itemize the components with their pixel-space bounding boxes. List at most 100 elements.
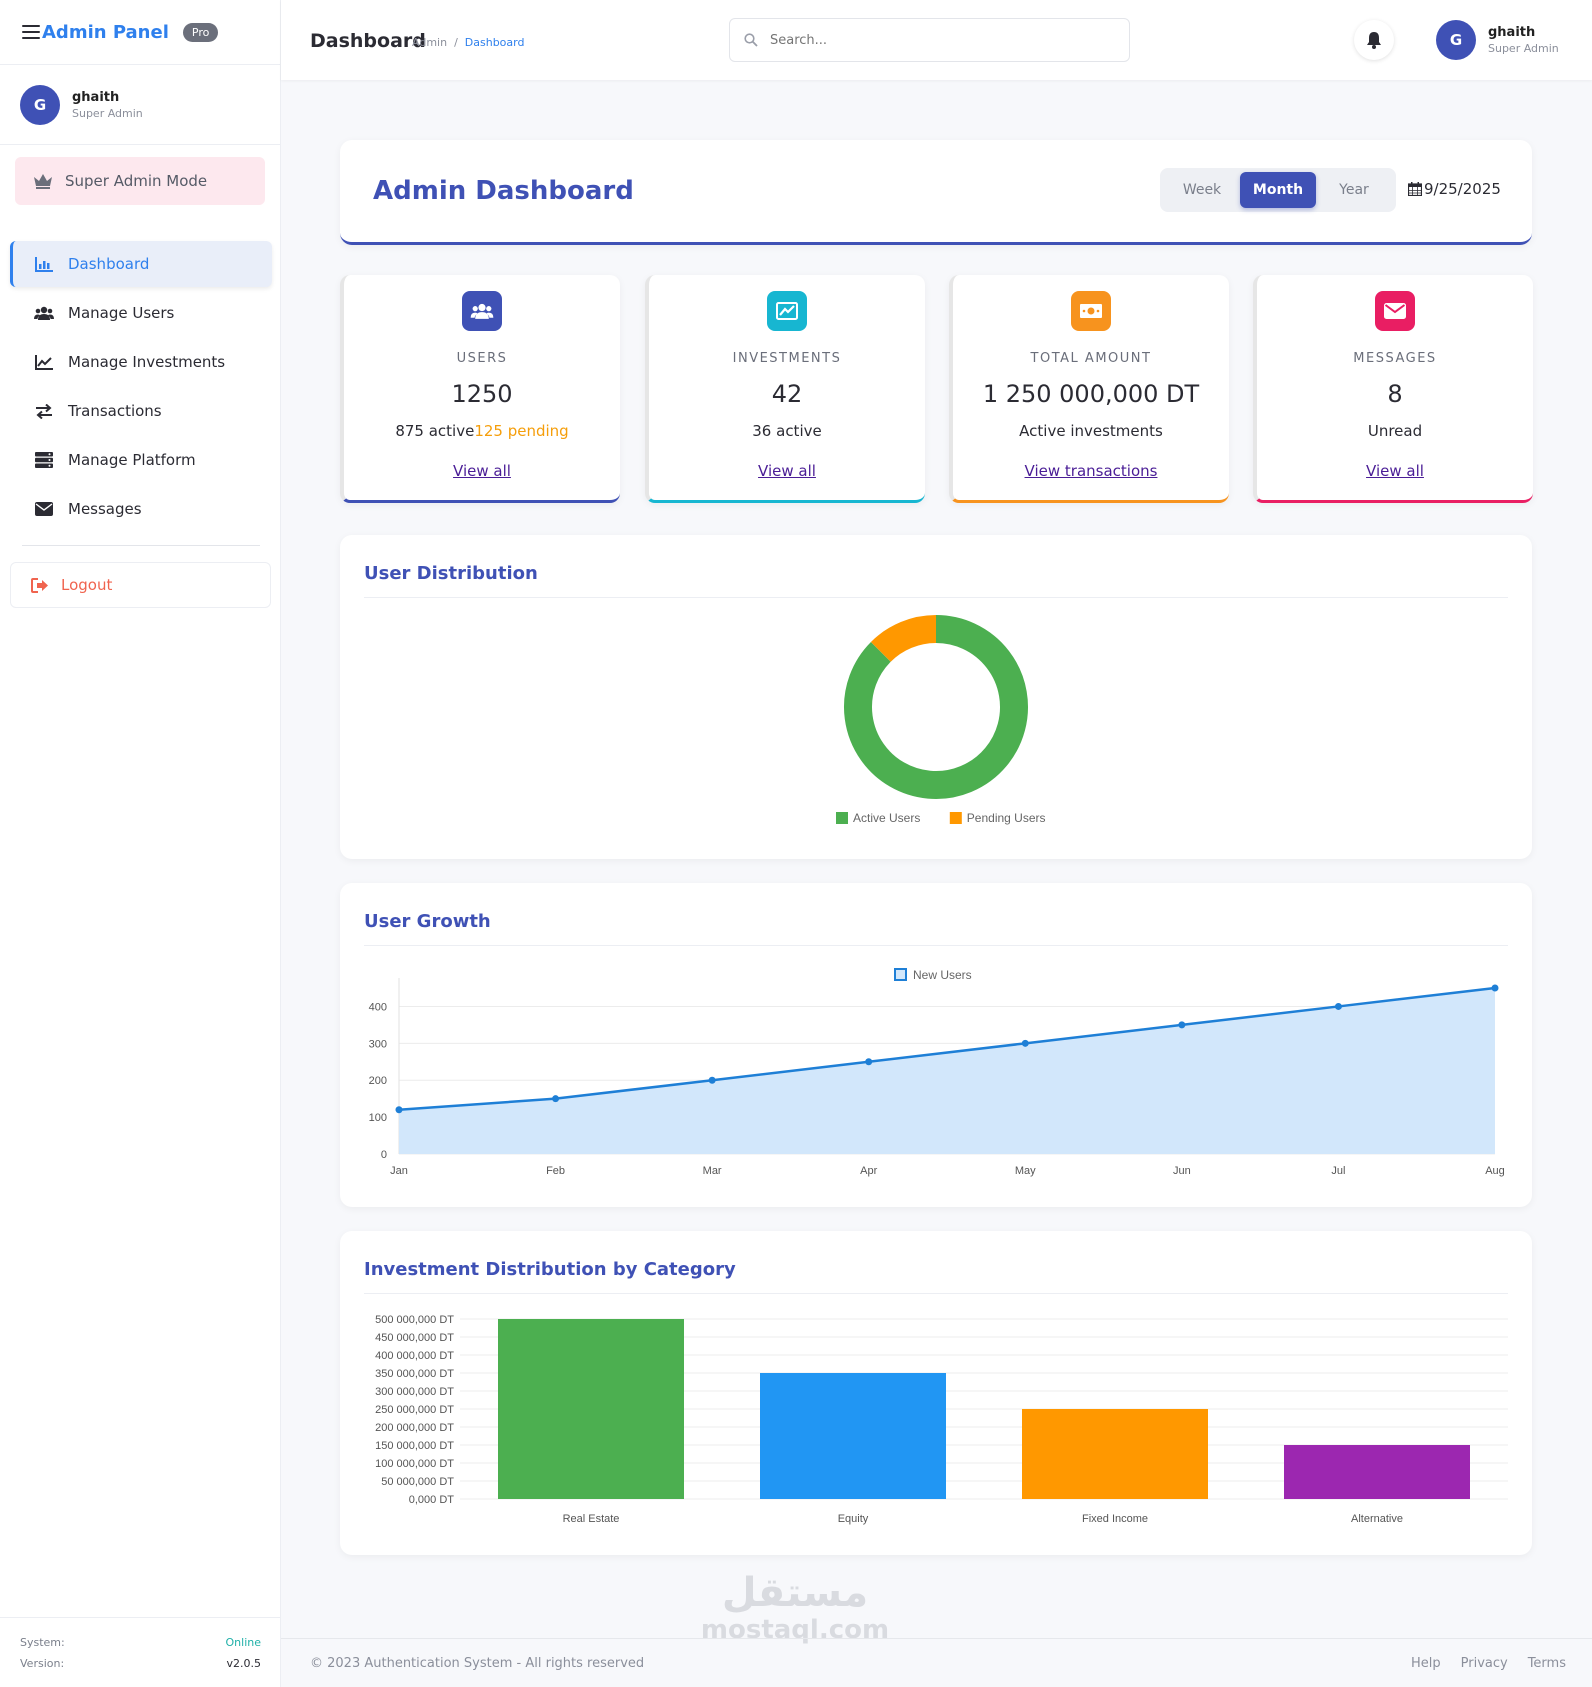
crown-icon <box>34 174 52 189</box>
sidebar-item-manage-investments[interactable]: Manage Investments <box>10 339 272 385</box>
watermark: مستقل mostaql.com <box>700 1570 890 1644</box>
user-distribution-chart: Active Users Pending Users <box>836 615 1046 825</box>
period-year-button[interactable]: Year <box>1339 182 1369 198</box>
bar <box>498 1319 684 1499</box>
pending-count: 125 pending <box>474 422 569 440</box>
header-user[interactable]: G ghaith Super Admin <box>1436 20 1559 60</box>
sidebar-item-manage-users[interactable]: Manage Users <box>10 290 272 336</box>
x-tick-label: Feb <box>546 1165 565 1177</box>
investment-distribution-chart: 0,000 DT 50 000,000 DT 100 000,000 DT 150 0… <box>375 1314 1508 1525</box>
legend-swatch <box>894 968 907 981</box>
series-line <box>398 986 1496 1111</box>
copyright: © 2023 Authentication System - All right… <box>310 1655 645 1671</box>
user-name: ghaith <box>1488 25 1536 40</box>
stat-card-total-amount: TOTAL AMOUNT 1 250 000,000 DT Active inv… <box>949 275 1229 503</box>
money-bill-icon <box>1071 291 1111 331</box>
sidebar-item-manage-platform[interactable]: Manage Platform <box>10 437 272 483</box>
sidebar: Admin Panel Pro G ghaith Super Admin Sup… <box>0 0 281 1687</box>
brand-bar: Admin Panel Pro <box>0 0 280 65</box>
panel-title: Investment Distribution by Category <box>364 1259 736 1280</box>
dashboard-header-card: Admin Dashboard Week Month Year 9/25/202… <box>340 140 1532 245</box>
panel-title: User Growth <box>364 911 491 932</box>
sidebar-item-label: Messages <box>68 500 142 518</box>
mode-label: Super Admin Mode <box>65 172 208 190</box>
view-all-messages-link[interactable]: View all <box>1366 462 1424 480</box>
y-tick-label: 150 000,000 DT <box>375 1440 454 1452</box>
user-role: Super Admin <box>72 106 143 120</box>
users-icon <box>34 304 54 322</box>
x-tick-label: Jun <box>1173 1165 1191 1177</box>
data-point <box>552 1095 560 1103</box>
y-tick-label: 300 <box>369 1038 387 1050</box>
panel-divider <box>364 945 1508 946</box>
stat-value: 8 <box>1387 380 1403 408</box>
stat-subtext: 36 active <box>752 422 822 440</box>
view-transactions-link[interactable]: View transactions <box>1024 462 1158 480</box>
version-label: Version: <box>20 1657 65 1670</box>
x-tick-label: Jul <box>1331 1165 1345 1177</box>
watermark-domain: mostaql.com <box>700 1615 890 1645</box>
sidebar-divider <box>22 545 260 546</box>
panel-title: User Distribution <box>364 563 538 584</box>
stat-subtext: 875 active125 pending <box>344 422 620 440</box>
system-status: Online <box>225 1636 261 1649</box>
y-tick-label: 0 <box>381 1149 387 1161</box>
sidebar-item-label: Manage Platform <box>68 451 196 469</box>
user-distribution-panel: User Distribution Active Users Pending Us… <box>340 535 1532 859</box>
sidebar-item-transactions[interactable]: Transactions <box>10 388 272 434</box>
logout-button[interactable]: Logout <box>10 562 271 608</box>
search-input[interactable] <box>770 32 1100 48</box>
hamburger-icon[interactable] <box>22 25 40 39</box>
bar <box>1284 1445 1470 1499</box>
user-role: Super Admin <box>1488 42 1559 55</box>
stat-value: 1 250 000,000 DT <box>982 380 1200 408</box>
sidebar-item-label: Transactions <box>68 402 162 420</box>
footer-link-terms[interactable]: Terms <box>1527 1655 1566 1671</box>
y-tick-label: 350 000,000 DT <box>375 1368 454 1380</box>
data-point <box>1021 1039 1029 1047</box>
view-all-users-link[interactable]: View all <box>453 462 511 480</box>
view-all-investments-link[interactable]: View all <box>758 462 816 480</box>
sidebar-item-label: Manage Investments <box>68 353 226 371</box>
sidebar-item-messages[interactable]: Messages <box>10 486 272 532</box>
date-value: 9/25/2025 <box>1424 180 1501 198</box>
area-fill <box>399 988 1495 1154</box>
system-label: System: <box>20 1636 65 1649</box>
period-month-button[interactable]: Month <box>1240 172 1316 208</box>
stat-card-messages: MESSAGES 8 Unread View all <box>1253 275 1533 503</box>
page-title: Dashboard <box>310 30 426 52</box>
bar <box>1022 1409 1208 1499</box>
stat-label: TOTAL AMOUNT <box>1030 351 1152 366</box>
breadcrumb-admin[interactable]: Admin <box>412 36 448 49</box>
sidebar-item-dashboard[interactable]: Dashboard <box>10 241 272 287</box>
data-point <box>865 1058 873 1066</box>
y-tick-label: 500 000,000 DT <box>375 1314 454 1326</box>
breadcrumb: Admin / Dashboard <box>412 36 524 49</box>
investment-distribution-panel: Investment Distribution by Category 0,00… <box>340 1231 1532 1555</box>
search-box <box>729 18 1130 62</box>
x-tick-label: Equity <box>838 1513 869 1525</box>
legend-swatch <box>836 812 848 824</box>
y-tick-label: 400 <box>369 1001 387 1013</box>
brand-title: Admin Panel <box>42 21 169 43</box>
y-tick-label: 400 000,000 DT <box>375 1350 454 1362</box>
legend-label: Pending Users <box>967 811 1046 825</box>
avatar: G <box>20 84 60 125</box>
footer-link-privacy[interactable]: Privacy <box>1460 1655 1508 1671</box>
legend-label: Active Users <box>853 811 920 825</box>
donut-slice <box>844 615 1028 799</box>
data-point <box>708 1076 716 1084</box>
watermark-arabic: مستقل <box>721 1570 869 1616</box>
footer-link-help[interactable]: Help <box>1410 1655 1441 1671</box>
panel-divider <box>364 597 1508 598</box>
users-icon <box>462 291 502 331</box>
period-week-button[interactable]: Week <box>1182 182 1222 198</box>
user-growth-chart: 0 100 200 300 400 Jan Feb Mar Apr May Jun Jul Aug New… <box>369 968 1505 1177</box>
x-tick-label: Jan <box>390 1165 408 1177</box>
footer: © 2023 Authentication System - All right… <box>281 1638 1592 1687</box>
notifications-button[interactable] <box>1354 20 1394 60</box>
stat-value: 1250 <box>451 380 513 408</box>
calendar-icon <box>1408 182 1422 196</box>
y-tick-label: 200 000,000 DT <box>375 1422 454 1434</box>
pro-badge: Pro <box>182 22 219 42</box>
